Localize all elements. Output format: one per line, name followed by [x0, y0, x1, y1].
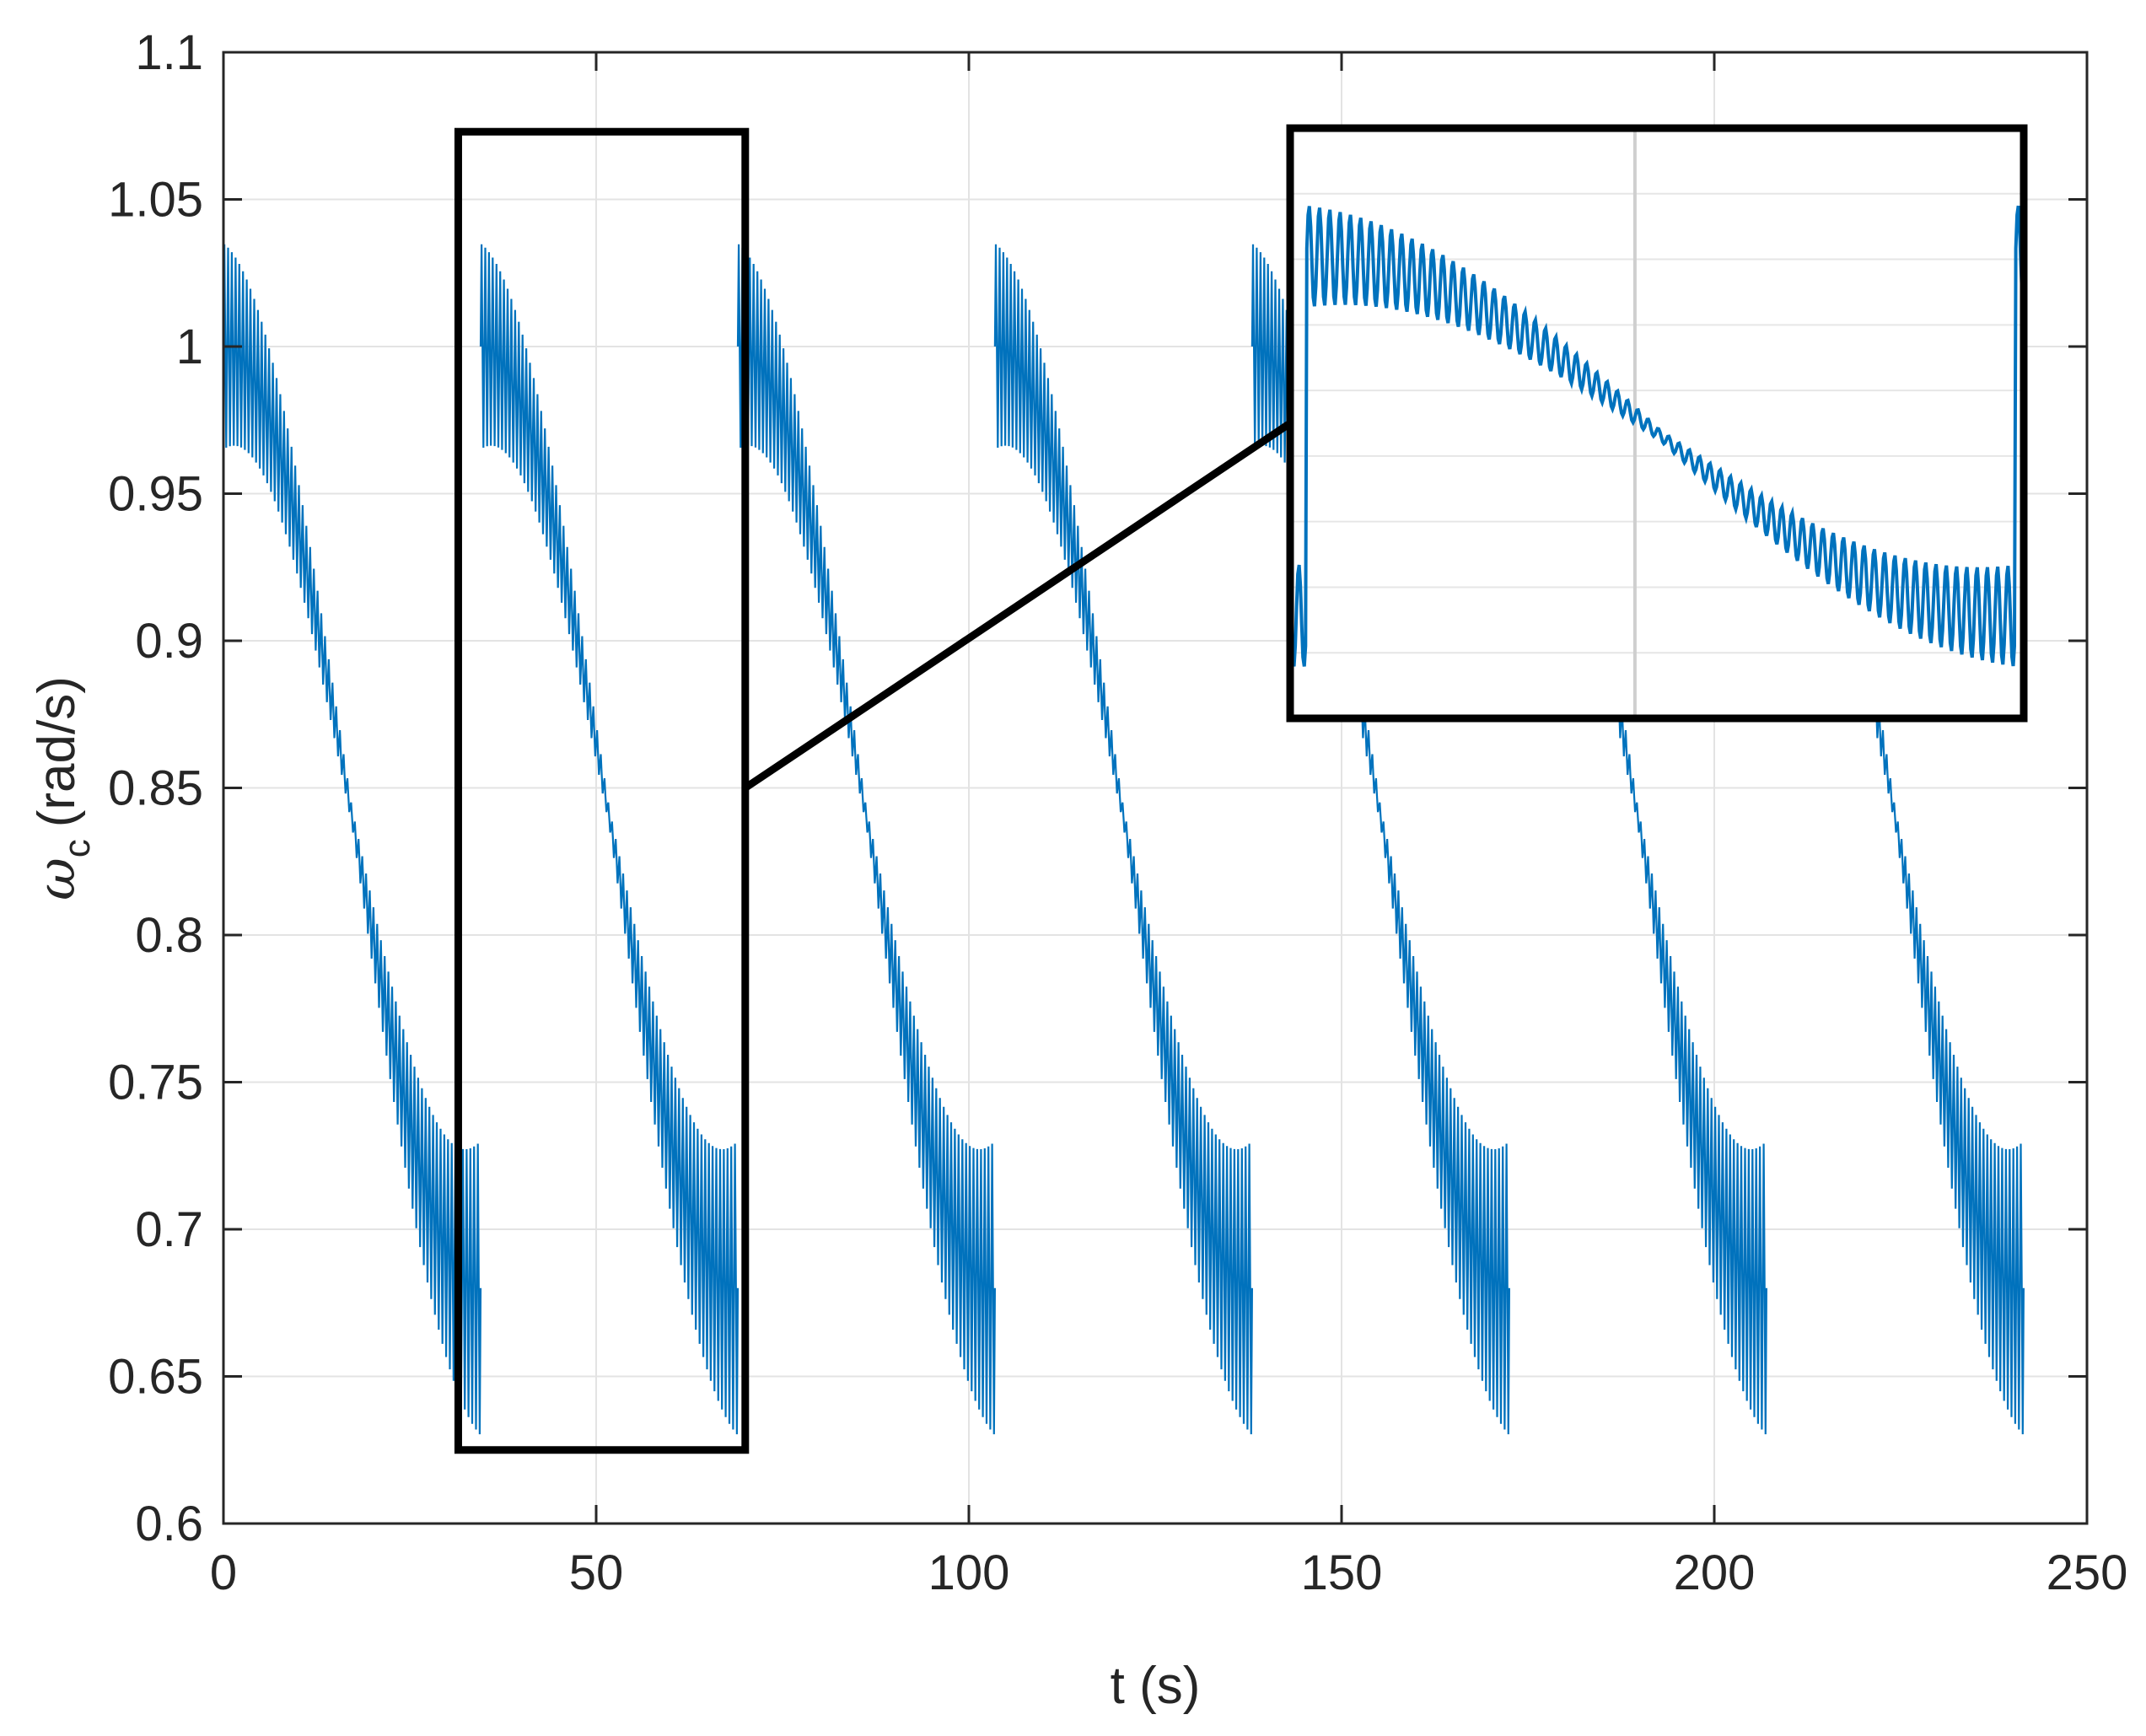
y-axis-symbol: ω [25, 857, 87, 900]
zoom-annotation [454, 124, 2028, 1454]
y-tick-label: 1 [176, 320, 203, 374]
y-tick-label: 1.05 [108, 173, 203, 228]
y-tick-label: 0.6 [135, 1497, 203, 1551]
y-tick-label: 0.8 [135, 908, 203, 963]
y-tick-label: 0.65 [108, 1350, 203, 1405]
y-tick-label: 0.9 [135, 614, 203, 669]
y-tick-label: 0.95 [108, 467, 203, 522]
x-tick-label: 50 [569, 1545, 624, 1600]
zoom-connector-line [743, 420, 1293, 792]
x-tick-label: 250 [2046, 1545, 2128, 1600]
x-tick-label: 100 [928, 1545, 1010, 1600]
x-tick-label: 0 [210, 1545, 237, 1600]
y-tick-label: 0.7 [135, 1202, 203, 1257]
axis-ticks [222, 51, 2089, 1525]
zoom-inset-frame [1286, 124, 2028, 723]
x-tick-labels: 0 50 100 150 200 250 [210, 1545, 2128, 1600]
series-cycle [736, 244, 996, 1435]
x-tick-label: 150 [1301, 1545, 1383, 1600]
y-axis-label: ωc (rad/s) [25, 676, 98, 900]
y-tick-label: 0.85 [108, 761, 203, 816]
zoom-inset-series [1288, 205, 2025, 667]
zoom-box [454, 127, 750, 1454]
y-axis-unit: (rad/s) [28, 676, 86, 827]
y-axis-subscript: c [56, 839, 98, 857]
series-cycle [479, 244, 740, 1435]
svg-text:ωc(rad/s): ωc (rad/s) [25, 676, 98, 900]
grid-lines [223, 51, 2088, 1524]
x-tick-label: 200 [1674, 1545, 1756, 1600]
series-cycle [222, 244, 482, 1435]
y-tick-label: 0.75 [108, 1056, 203, 1110]
y-tick-label: 1.1 [135, 25, 203, 80]
zoom-inset-background [1290, 128, 2024, 718]
y-tick-labels: 0.6 0.65 0.7 0.75 0.8 0.85 0.9 0.95 1 1.05 1.1 [108, 25, 203, 1551]
series-cycle [993, 244, 1253, 1435]
x-axis-label: t (s) [1111, 1657, 1201, 1715]
